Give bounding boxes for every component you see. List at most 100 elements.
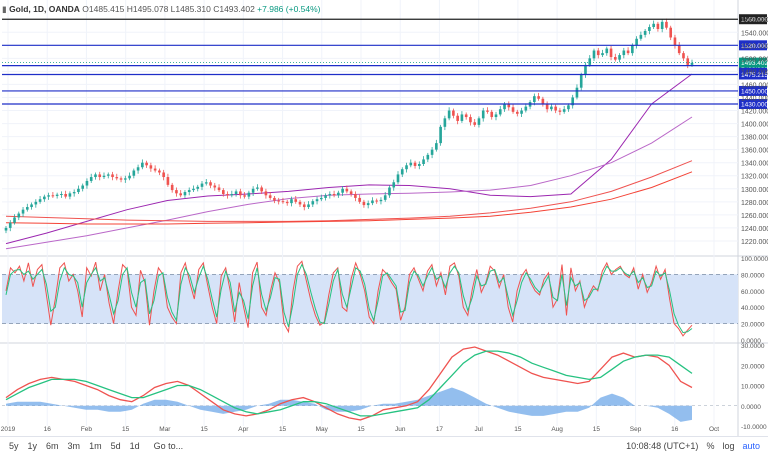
candle-body — [503, 104, 506, 110]
range-1m[interactable]: 1m — [89, 441, 102, 451]
candle-body — [524, 106, 528, 111]
candle — [392, 179, 396, 191]
range-5y[interactable]: 5y — [9, 441, 19, 451]
candle — [43, 194, 46, 202]
candle-body — [77, 188, 80, 193]
candle-body — [584, 64, 587, 75]
candle-body — [618, 55, 621, 60]
candle-body — [422, 159, 425, 164]
candle — [285, 199, 289, 206]
y-tick-label: 1240.000 — [741, 226, 768, 233]
candle-body — [89, 177, 93, 181]
range-1d[interactable]: 1d — [129, 441, 140, 451]
candle — [469, 114, 472, 126]
candle — [319, 194, 323, 202]
chart-canvas[interactable]: 1560.0001520.0001488.8811475.2151450.000… — [0, 0, 768, 436]
candle — [515, 109, 519, 117]
candle — [562, 105, 566, 114]
candle-body — [324, 195, 327, 198]
candle — [290, 196, 293, 207]
candle-body — [494, 114, 498, 118]
candle — [584, 62, 587, 78]
candle — [413, 160, 417, 169]
macd-line-0 — [5, 346, 693, 421]
range-1y[interactable]: 1y — [27, 441, 38, 451]
candle — [430, 147, 434, 159]
candle-body — [379, 199, 383, 202]
candle — [162, 169, 165, 181]
candle — [204, 179, 208, 186]
clock-label[interactable]: 10:08:48 (UTC+1) — [626, 441, 699, 451]
candle — [354, 191, 357, 202]
candle-body — [226, 194, 229, 196]
candle-body — [643, 30, 647, 35]
candle — [273, 195, 276, 204]
candle — [153, 165, 157, 173]
candle — [247, 190, 251, 200]
candle-body — [592, 50, 596, 59]
y-tick-label: 1420.000 — [741, 109, 768, 116]
candle-body — [247, 192, 251, 197]
candle — [648, 24, 651, 35]
candle-body — [21, 209, 25, 214]
bottom-toolbar: 5y 1y 6m 3m 1m 5d 1d Go to... 10:08:48 (… — [0, 436, 768, 455]
candle-body — [447, 110, 451, 119]
candle-body — [175, 190, 178, 194]
price-levels: 1560.0001520.0001488.8811475.2151450.000… — [2, 14, 768, 109]
x-tick-label: May — [316, 426, 329, 433]
candle — [618, 53, 621, 63]
candle-body — [558, 110, 562, 112]
candle-body — [239, 191, 242, 196]
candle-body — [405, 165, 408, 170]
range-3m[interactable]: 3m — [67, 441, 81, 451]
candle — [622, 47, 626, 59]
candle-body — [567, 105, 570, 110]
candle-body — [690, 62, 694, 65]
macd-histogram — [6, 387, 692, 422]
candle-body — [43, 196, 46, 200]
macd-y-tick: 0.0000 — [741, 404, 761, 411]
candle-body — [349, 191, 353, 194]
candle-body — [371, 200, 374, 204]
y-tick-label: 1400.000 — [741, 122, 768, 129]
percent-toggle[interactable]: % — [706, 441, 715, 451]
candle — [417, 161, 421, 170]
candle — [13, 214, 16, 225]
stoch-band — [2, 273, 738, 325]
candle-body — [469, 117, 472, 123]
range-6m[interactable]: 6m — [46, 441, 59, 451]
candle — [460, 111, 464, 123]
candle-body — [264, 191, 268, 196]
candle-body — [533, 96, 536, 103]
range-5d[interactable]: 5d — [110, 441, 121, 451]
symbol-label[interactable]: Gold, 1D, OANDA — [9, 4, 80, 14]
log-toggle[interactable]: log — [722, 441, 735, 451]
candle — [439, 124, 442, 146]
stoch-line-1 — [5, 263, 693, 334]
candle — [281, 197, 285, 204]
candle — [613, 53, 617, 62]
ohlc-values: O1485.415 H1495.078 L1485.310 C1493.402 — [82, 4, 255, 14]
candle-body — [25, 207, 29, 210]
candle — [277, 197, 281, 205]
candle-body — [328, 194, 332, 196]
candle — [498, 105, 502, 117]
goto-button[interactable]: Go to... — [153, 441, 184, 451]
y-tick-label: 1260.000 — [741, 213, 768, 220]
candle-body — [243, 195, 246, 197]
candle — [102, 172, 106, 179]
x-tick-label: 15 — [122, 426, 130, 433]
candle — [447, 107, 451, 121]
candle — [379, 197, 383, 205]
candle — [217, 184, 221, 193]
chart-type-icon[interactable]: ▮ — [2, 4, 7, 14]
auto-toggle[interactable]: auto — [742, 441, 760, 451]
candle-body — [251, 188, 255, 193]
y-tick-label: 1380.000 — [741, 135, 768, 142]
candle-body — [660, 21, 664, 29]
candle — [119, 176, 123, 183]
candle-body — [452, 110, 455, 116]
candle — [511, 104, 515, 114]
x-tick-label: Apr — [238, 426, 249, 433]
candle-body — [273, 197, 276, 201]
